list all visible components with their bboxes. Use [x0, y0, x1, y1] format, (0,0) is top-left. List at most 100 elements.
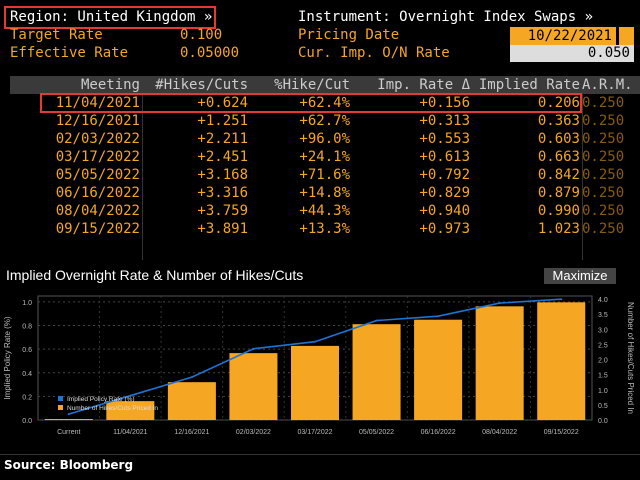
col-pct-hike[interactable]: %Hike/Cut: [274, 77, 350, 93]
y2-tick-label: 2.0: [598, 358, 608, 365]
cur-imp-rate-input[interactable]: 0.050: [510, 45, 634, 62]
legend-label: Implied Policy Rate (%): [67, 396, 135, 403]
meeting-date-cell[interactable]: 05/05/2022: [55, 167, 140, 183]
x-tick-label: 09/15/2022: [544, 429, 579, 436]
table-cell: 0.879: [537, 185, 580, 201]
combo-chart: 0.0 0.2 0.4 0.6 0.8 1.0 0.0 0.5 1.0 1.5 2.0 2.5 3.0 3…: [3, 295, 635, 436]
region-highlight: [4, 6, 216, 29]
table-cell: +3.316: [197, 185, 248, 201]
bar: [167, 382, 216, 420]
table-cell: 0.250: [582, 203, 625, 219]
y-tick-label: 1.0: [22, 300, 32, 307]
bar: [537, 302, 586, 420]
col-divider: [142, 94, 143, 260]
meeting-date-cell[interactable]: 12/16/2021: [55, 113, 140, 129]
meeting-date-cell[interactable]: 08/04/2022: [55, 203, 140, 219]
footer-divider: [0, 454, 640, 455]
y2-tick-label: 2.5: [598, 342, 608, 349]
maximize-button[interactable]: Maximize: [544, 268, 616, 284]
table-cell: +44.3%: [299, 203, 350, 219]
table-cell: +96.0%: [299, 131, 350, 147]
y2-axis-label: Number of Hikes/Cuts Priced In: [626, 302, 635, 414]
y2-tick-label: 0.5: [598, 403, 608, 410]
table-cell: +3.168: [197, 167, 248, 183]
y-axis-label: Implied Policy Rate (%): [3, 316, 12, 399]
date-picker-button[interactable]: [618, 27, 634, 45]
col-meeting[interactable]: Meeting: [80, 77, 140, 93]
table-cell: +62.4%: [299, 95, 350, 111]
table-cell: +0.829: [419, 185, 470, 201]
pricing-date-input[interactable]: 10/22/2021: [510, 27, 616, 45]
line-point: [498, 302, 501, 305]
chart-title: Implied Overnight Rate & Number of Hikes…: [6, 267, 304, 283]
line-point: [560, 298, 563, 301]
table-cell: 0.250: [582, 95, 625, 111]
bar: [352, 324, 401, 420]
y-tick-label: 0.0: [22, 418, 32, 425]
x-tick-label: Current: [57, 429, 80, 436]
table-cell: 0.250: [582, 131, 625, 147]
x-tick-label: 12/16/2021: [174, 429, 209, 436]
line-point: [314, 340, 316, 343]
col-arm[interactable]: A.R.M.: [582, 77, 633, 93]
col-imp-rate-delta[interactable]: Imp. Rate Δ: [377, 77, 470, 93]
legend-label: Number of Hikes/Cuts Priced In: [67, 405, 158, 412]
x-tick-label: 05/05/2022: [359, 429, 394, 436]
line-point: [437, 315, 440, 318]
x-tick-label: 06/16/2022: [421, 429, 456, 436]
table-cell: +0.313: [419, 113, 470, 129]
table-cell: +3.759: [197, 203, 248, 219]
table-cell: 0.990: [537, 203, 580, 219]
table-cell: +0.792: [419, 167, 470, 183]
meeting-date-cell[interactable]: 02/03/2022: [55, 131, 140, 147]
col-implied-rate[interactable]: Implied Rate: [478, 77, 580, 93]
cur-imp-label: Cur. Imp. O/N Rate: [298, 45, 450, 61]
table-cell: +13.3%: [299, 221, 350, 237]
y-tick-label: 0.4: [22, 371, 32, 378]
target-rate-label: Target Rate: [10, 27, 103, 43]
table-cell: +3.891: [197, 221, 248, 237]
x-tick-label: 11/04/2021: [113, 429, 148, 436]
meeting-date-cell[interactable]: 03/17/2022: [55, 149, 140, 165]
effective-rate-value: 0.05000: [180, 45, 240, 61]
y2-tick-label: 4.0: [598, 297, 608, 304]
table-cell: +0.156: [419, 95, 470, 111]
table-cell: 0.842: [537, 167, 580, 183]
meetings-table: Meeting #Hikes/Cuts %Hike/Cut Imp. Rate …: [10, 76, 640, 260]
chart-title-bar: Implied Overnight Rate & Number of Hikes…: [0, 266, 640, 286]
chart-panel: Implied Overnight Rate & Number of Hikes…: [0, 266, 640, 454]
table-cell: +2.211: [197, 131, 248, 147]
bar: [475, 306, 524, 420]
table-cell: +0.940: [419, 203, 470, 219]
meeting-date-cell[interactable]: 11/04/2021: [55, 95, 140, 111]
line-point: [252, 347, 255, 350]
y2-tick-label: 1.5: [598, 373, 608, 380]
table-cell: +62.7%: [299, 113, 350, 129]
y2-tick-label: 1.0: [598, 388, 608, 395]
meeting-date-cell[interactable]: 06/16/2022: [55, 185, 140, 201]
table-cell: +1.251: [197, 113, 248, 129]
effective-rate-label: Effective Rate: [10, 45, 129, 61]
table-cell: +24.1%: [299, 149, 350, 165]
y2-tick-label: 0.0: [598, 418, 608, 425]
table-cell: +71.6%: [299, 167, 350, 183]
table-cell: +2.451: [197, 149, 248, 165]
x-tick-label: 03/17/2022: [297, 429, 332, 436]
pricing-date-label: Pricing Date: [298, 27, 400, 43]
col-hikes[interactable]: #Hikes/Cuts: [155, 77, 248, 93]
meeting-date-cell[interactable]: 09/15/2022: [55, 221, 140, 237]
bar: [290, 345, 340, 420]
instrument-selector[interactable]: Instrument: Overnight Index Swaps »: [298, 9, 594, 25]
x-tick-label: 02/03/2022: [236, 429, 271, 436]
chart-area: 0.0 0.2 0.4 0.6 0.8 1.0 0.0 0.5 1.0 1.5 2.0 2.5 3.0 3…: [0, 286, 640, 454]
table-header: Meeting #Hikes/Cuts %Hike/Cut Imp. Rate …: [10, 76, 640, 94]
source-label: Source: Bloomberg: [4, 458, 134, 472]
table-cell: 0.250: [582, 149, 625, 165]
table-cell: +0.624: [197, 95, 248, 111]
table-cell: 0.663: [537, 149, 580, 165]
line-point: [129, 394, 132, 397]
legend-swatch: [58, 405, 63, 410]
table-cell: 0.250: [582, 221, 625, 237]
y-tick-label: 0.8: [22, 324, 32, 331]
region-selector[interactable]: Region: United Kingdom »: [10, 9, 213, 25]
